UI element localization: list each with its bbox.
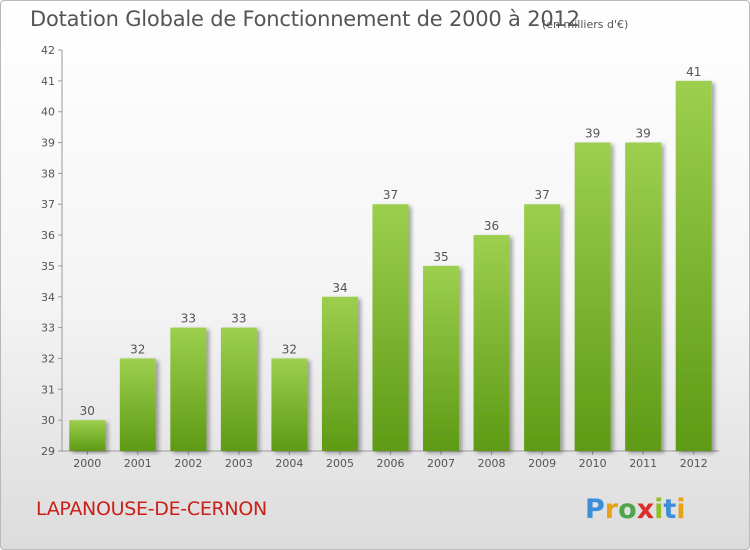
y-tick-label: 38 [41,167,55,180]
x-tick-label: 2007 [427,457,455,470]
data-label: 39 [585,127,600,141]
y-tick-label: 42 [41,44,55,57]
axes: 29 30 31 32 33 34 35 36 37 38 39 40 41 42 [41,44,719,458]
bar-2012 [675,80,712,451]
bars [69,80,712,452]
y-tick-label: 34 [41,291,55,304]
bar-2005 [321,296,358,451]
y-tick-label: 33 [41,322,55,335]
bar-2002 [170,327,207,451]
data-label: 36 [484,219,499,233]
y-tick-label: 39 [41,137,55,150]
data-label: 32 [282,342,297,356]
labels: 2000 30 2001 32 2002 33 2003 33 2004 32 2005 34 2006… [73,65,707,470]
x-tick-label: 2012 [680,457,708,470]
y-tick-label: 36 [41,229,55,242]
bar-2001 [119,358,156,451]
data-label: 39 [636,127,651,141]
x-tick-label: 2000 [73,457,101,470]
data-label: 33 [181,312,196,326]
y-tick-label: 41 [41,75,55,88]
chart-title: Dotation Globale de Fonctionnement de 20… [30,7,580,31]
x-tick-label: 2004 [275,457,303,470]
y-tick-label: 40 [41,106,55,119]
bar-2010 [574,142,611,452]
x-tick-label: 2001 [124,457,152,470]
bar-2009 [524,204,561,451]
bar-2007 [423,265,460,451]
data-label: 41 [686,65,701,79]
bar-2011 [625,142,662,452]
chart-unit: (en milliers d'€) [542,18,629,31]
data-label: 37 [383,188,398,202]
x-tick-label: 2008 [478,457,506,470]
y-tick-label: 31 [41,383,55,396]
data-label: 35 [433,250,448,264]
x-tick-label: 2006 [377,457,405,470]
data-label: 30 [80,404,95,418]
y-tick-label: 37 [41,198,55,211]
x-tick-label: 2003 [225,457,253,470]
x-tick-label: 2011 [629,457,657,470]
bar-2008 [473,235,510,451]
bar-2003 [220,327,257,451]
data-label: 32 [130,342,145,356]
data-label: 37 [534,188,549,202]
x-tick-label: 2005 [326,457,354,470]
y-tick-label: 35 [41,260,55,273]
x-tick-label: 2010 [579,457,607,470]
bar-2006 [372,204,409,451]
y-tick-label: 29 [41,445,55,458]
bar-2000 [69,420,106,451]
y-tick-label: 32 [41,352,55,365]
commune-name: LAPANOUSE-DE-CERNON [36,498,267,520]
proxiti-logo: Proxiti [585,494,686,525]
svg-text:Proxiti: Proxiti [585,494,686,525]
data-label: 33 [231,312,246,326]
x-tick-label: 2009 [528,457,556,470]
bar-2004 [271,358,308,451]
data-label: 34 [332,281,347,295]
x-tick-label: 2002 [174,457,202,470]
y-tick-label: 30 [41,414,55,427]
